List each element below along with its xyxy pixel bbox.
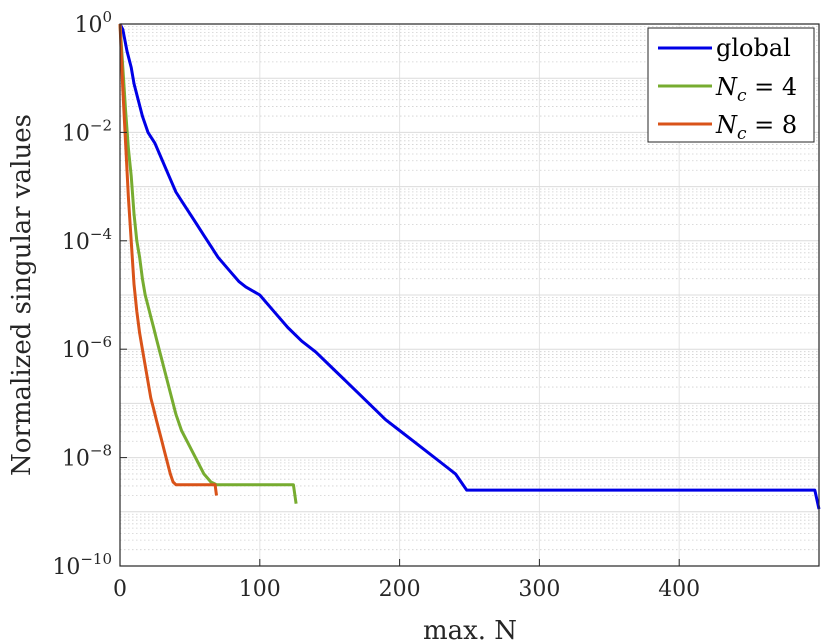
y-tick-label-exponent: −2 (90, 116, 112, 134)
y-tick-label-base: 10 (62, 121, 90, 146)
y-tick-label: 100 (74, 8, 112, 38)
series-line-1 (118, 23, 298, 504)
y-tick-label: 10−10 (52, 550, 112, 580)
y-tick-label: 10−2 (62, 116, 112, 146)
y-tick-label-base: 10 (74, 13, 102, 38)
y-tick-label: 10−8 (62, 442, 112, 472)
legend-label-nc8-n: N (715, 111, 738, 139)
y-tick-label: 10−4 (62, 225, 112, 255)
ticks (119, 23, 680, 567)
series-line-0 (118, 23, 821, 510)
grid (119, 23, 819, 567)
y-tick-label-exponent: −4 (90, 225, 112, 243)
y-axis-label: Normalized singular values (7, 114, 37, 476)
axes-box (119, 23, 820, 567)
x-tick-label: 400 (658, 577, 700, 602)
legend-label-nc8: Nc = 8 (715, 111, 797, 144)
legend-label-nc4-eq: = 4 (747, 73, 798, 101)
y-tick-label: 10−6 (62, 333, 112, 363)
legend-label-nc8-eq: = 8 (747, 111, 798, 139)
y-tick-label-base: 10 (62, 447, 90, 472)
y-tick-label-exponent: −8 (90, 442, 112, 460)
series-line-2 (118, 23, 218, 496)
x-tick-label: 0 (113, 577, 127, 602)
x-axis-label: max. N (423, 616, 517, 644)
legend-label-nc4-n: N (715, 73, 738, 101)
legend: global Nc = 4 Nc = 8 (647, 27, 815, 144)
y-tick-label-base: 10 (62, 230, 90, 255)
x-tick-label: 300 (518, 577, 560, 602)
x-tick-label: 200 (379, 577, 421, 602)
legend-label-nc4: Nc = 4 (715, 73, 797, 106)
legend-label-nc8-sub: c (737, 124, 747, 144)
y-tick-label-base: 10 (52, 555, 80, 580)
legend-label-global: global (716, 34, 791, 62)
series-lines (118, 23, 821, 510)
y-tick-label-exponent: −10 (80, 550, 112, 568)
y-tick-label-exponent: −6 (90, 333, 112, 351)
y-tick-label-exponent: 0 (102, 8, 112, 26)
x-tick-label: 100 (239, 577, 281, 602)
legend-label-nc4-sub: c (737, 86, 747, 106)
y-tick-label-base: 10 (62, 338, 90, 363)
